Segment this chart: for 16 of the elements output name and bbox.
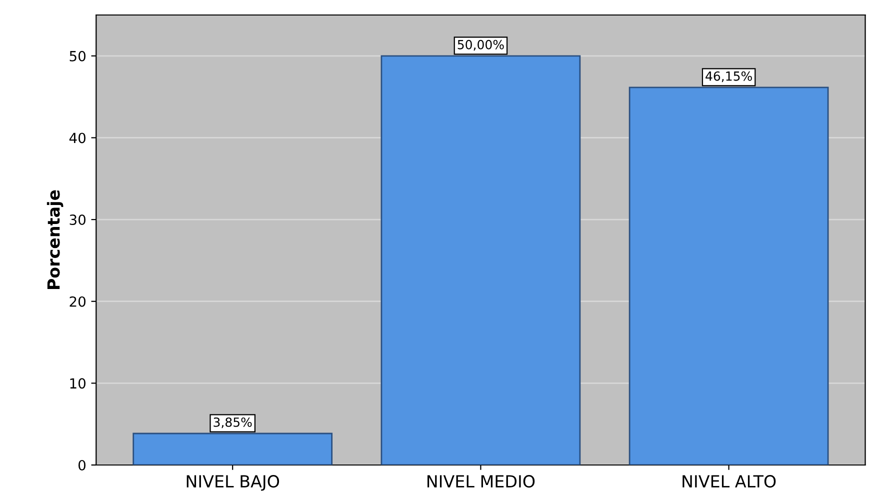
- y-tick-label: 0: [78, 460, 86, 470]
- y-tick-label: 20: [70, 296, 86, 307]
- x-tick-label: NIVEL ALTO: [682, 475, 776, 488]
- bar: [628, 86, 829, 465]
- y-tick-label: 50: [70, 50, 86, 62]
- data-label: 46,15%: [706, 71, 752, 82]
- data-label: 50,00%: [458, 40, 504, 51]
- y-tick-label: 40: [69, 132, 86, 144]
- y-axis-title: Porcentaje: [46, 190, 64, 290]
- bar: [380, 55, 581, 465]
- y-tick-label: 30: [70, 214, 86, 226]
- x-tick-label: NIVEL BAJO: [186, 475, 280, 491]
- y-tick-label: 10: [70, 378, 86, 389]
- x-tick-label: NIVEL MEDIO: [427, 475, 535, 488]
- data-label: 3,85%: [214, 417, 252, 428]
- bar: [132, 432, 333, 465]
